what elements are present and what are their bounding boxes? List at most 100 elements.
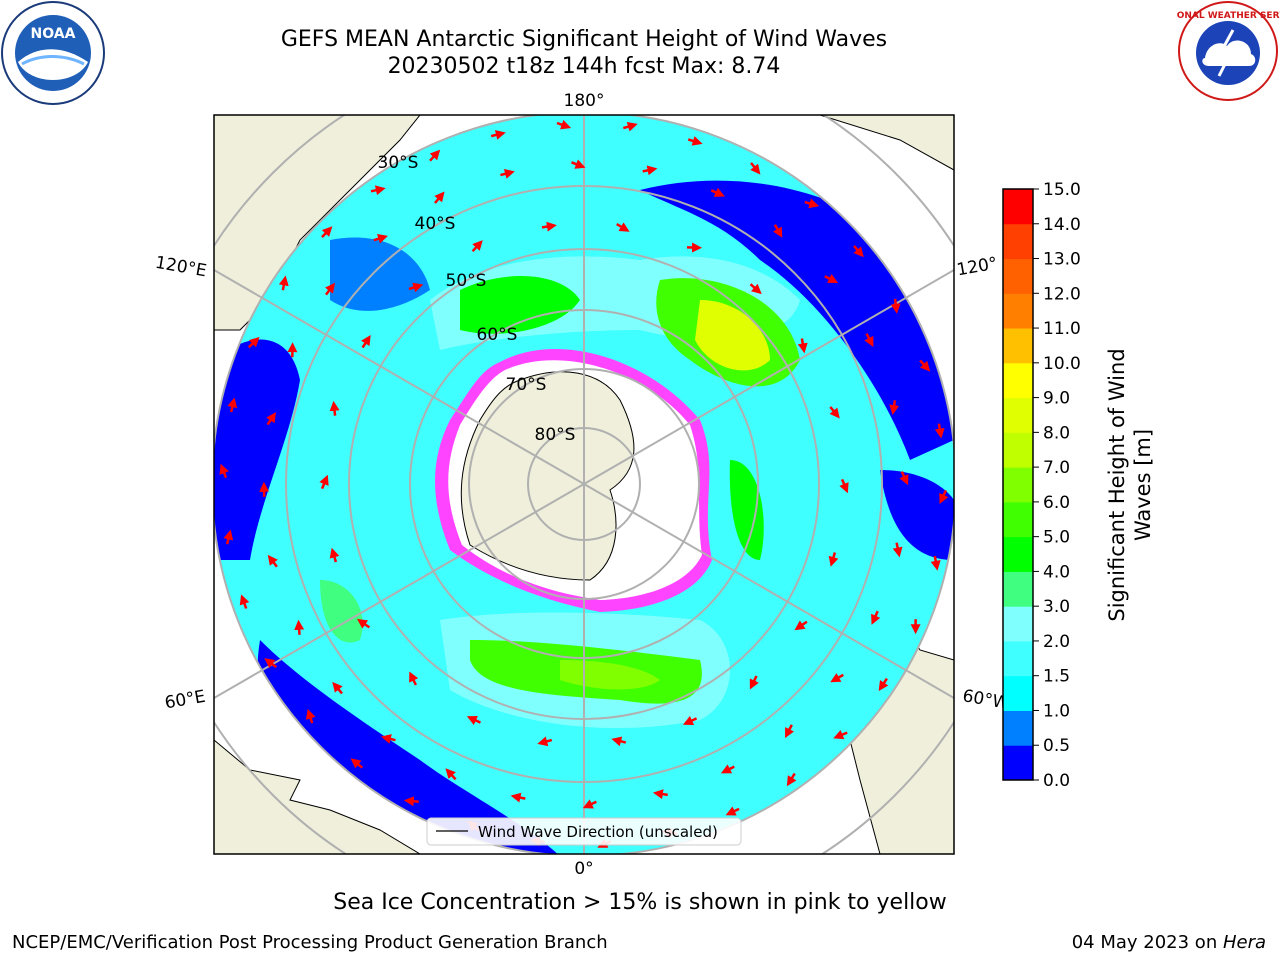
lat-label-80s: 80°S [535,425,576,445]
lon-label-120e: 120°E [154,253,208,282]
wave-direction-arrow [329,400,340,416]
wave-direction-arrow [356,618,371,629]
wave-direction-arrow [490,130,506,140]
wave-direction-arrow [853,245,864,258]
colorbar-tick-label: 2.0 [1043,632,1070,652]
lat-label-60s: 60°S [477,325,518,345]
colorbar-tick-label: 14.0 [1043,215,1081,235]
colorbar-swatch [1003,293,1033,329]
noaa-logo-text: NOAA [31,26,76,42]
wave-direction-arrow [785,724,795,739]
wave-direction-arrow [267,554,278,568]
wave-direction-arrow [687,136,703,146]
wave-direction-arrow [892,542,903,558]
colorbar-tick-label: 10.0 [1043,354,1081,374]
colorbar-tick-label: 4.0 [1043,562,1070,582]
wave-direction-arrow [824,273,839,283]
nws-logo-text: NATIONAL WEATHER SERVICE [1177,11,1280,21]
colorbar-swatch [1003,397,1033,433]
colorbar-tick-label: 13.0 [1043,250,1081,270]
wave-direction-arrow [899,471,909,486]
wave-direction-arrow [239,594,250,609]
wave-direction-arrow [939,489,949,505]
colorbar-swatch [1003,536,1033,572]
colorbar-swatch [1003,467,1033,503]
colorbar-swatch [1003,640,1033,677]
wave-direction-arrow [930,555,941,571]
wave-direction-arrow [537,736,553,747]
colorbar-tick-label: 0.5 [1043,736,1070,756]
colorbar-swatch [1003,362,1033,399]
colorbar-tick-label: 5.0 [1043,528,1070,548]
wave-direction-arrow [445,768,457,781]
wave-direction-arrow [830,672,844,683]
noaa-logo: NOAA [1,1,105,105]
wave-direction-arrow [682,715,698,726]
wave-direction-arrows [219,119,949,848]
wave-direction-arrow [828,552,839,567]
wave-direction-arrow [247,336,260,349]
wave-direction-arrow [616,222,630,232]
wave-direction-arrow [710,187,725,197]
wave-max-core [695,300,770,371]
footer-machine: Hera [1222,932,1266,953]
colorbar-swatch [1003,571,1033,607]
wave-direction-arrow [219,463,229,479]
wave-direction-arrow [373,233,388,244]
wave-direction-arrow [829,406,840,419]
sea-ice-note: Sea Ice Concentration > 15% is shown in … [333,890,947,915]
colorbar-tick-label: 9.0 [1043,389,1070,409]
wave-direction-arrow [332,681,343,695]
footer-date: 04 May 2023 on Hera [1072,932,1266,953]
wave-direction-arrow [403,796,419,807]
colorbar-label-line1: Significant Height of Wind [1105,348,1129,621]
colorbar-swatch [1003,745,1033,781]
lat-label-50s: 50°S [446,271,487,291]
colorbar-tick-label: 3.0 [1043,597,1070,617]
wave-direction-arrow [582,799,597,809]
colorbar-swatch [1003,675,1033,711]
wave-direction-arrow [556,119,572,130]
wave-direction-arrow [725,806,740,816]
wave-direction-arrow [871,610,881,625]
colorbar-label-line2: Waves [m] [1131,429,1155,541]
wave-direction-arrow [370,185,386,196]
wave-high-north-west [460,276,580,334]
footer-date-text: 04 May 2023 on [1071,932,1223,953]
wave-direction-arrow [321,226,333,238]
wave-direction-arrow [294,619,305,635]
colorbar-tick-label: 12.0 [1043,284,1081,304]
colorbar-swatch [1003,501,1033,538]
nws-logo: NATIONAL WEATHER SERVICE [1177,1,1280,101]
wave-direction-arrow [749,675,759,690]
wave-low-west [214,339,300,560]
chart-title: GEFS MEAN Antarctic Significant Height o… [280,27,888,52]
wave-direction-arrow [408,282,424,293]
wave-direction-arrow [720,764,735,774]
colorbar-swatch [1003,606,1033,642]
wave-direction-arrow [864,333,874,348]
wave-direction-arrow [804,198,820,209]
lat-label-30s: 30°S [378,153,419,173]
wave-direction-arrow [833,729,848,740]
colorbar-swatch [1003,258,1033,294]
wave-direction-arrow [878,677,889,692]
land-africa [214,739,421,854]
wave-direction-arrow [350,758,364,769]
wave-direction-arrow [466,715,482,726]
wave-direction-arrow [889,400,900,416]
wave-direction-arrow [266,412,276,426]
colorbar: 0.0 0.5 1.0 1.5 2.0 3.0 4.0 5.0 6.0 7.0 8.0 9.0 10.0… [1002,180,1155,791]
colorbar-tick-label: 0.0 [1043,771,1070,791]
lon-label-180: 180° [564,91,605,111]
colorbar-swatch [1003,223,1033,260]
map-legend: Wind Wave Direction (unscaled) [426,817,742,846]
wave-direction-arrow [797,338,808,354]
wave-direction-arrow [919,359,931,372]
wave-direction-arrow [794,620,808,631]
colorbar-tick-label: 1.0 [1043,701,1070,721]
lon-label-0: 0° [574,859,593,879]
wave-low-east [880,470,954,560]
wave-direction-arrow [380,734,396,744]
wave-direction-arrow [264,658,278,669]
